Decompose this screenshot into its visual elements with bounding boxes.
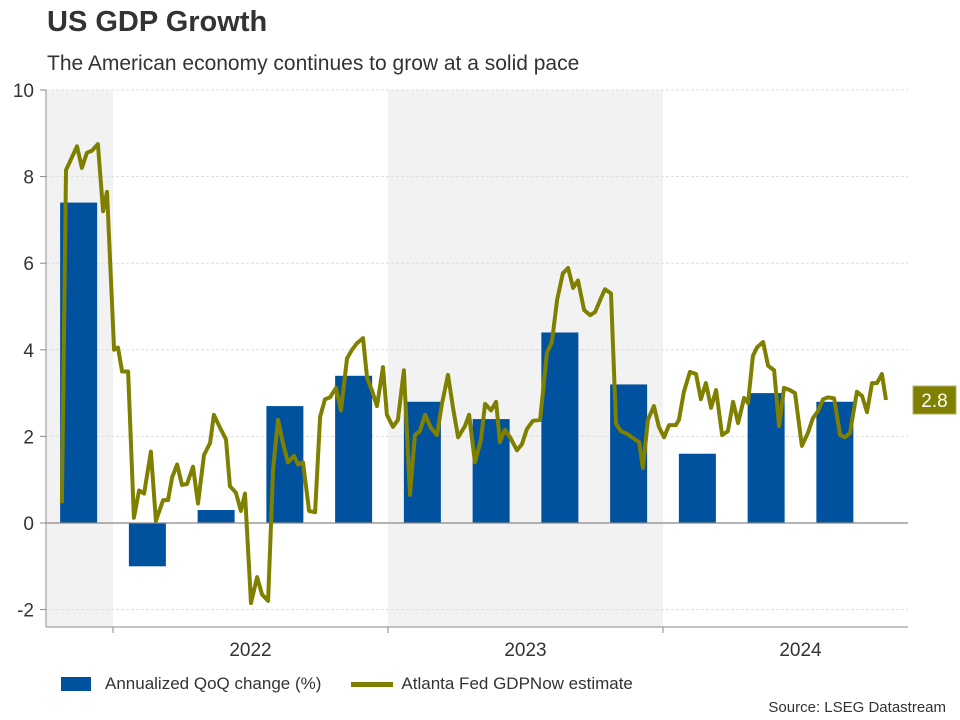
chart-subtitle: The American economy continues to grow a… bbox=[47, 52, 580, 75]
y-tick-label: 4 bbox=[23, 341, 34, 362]
bar bbox=[678, 453, 716, 523]
y-tick-label: 2 bbox=[23, 427, 34, 448]
source-note: Source: LSEG Datastream bbox=[768, 699, 946, 716]
line-series bbox=[59, 142, 888, 606]
legend-item-bars[interactable]: Annualized QoQ change (%) bbox=[61, 674, 321, 694]
end-value-badge bbox=[912, 385, 957, 415]
y-tick-label: 6 bbox=[23, 254, 34, 275]
legend: Annualized QoQ change (%) Atlanta Fed GD… bbox=[61, 673, 663, 695]
bar bbox=[197, 510, 235, 523]
shaded-period bbox=[388, 90, 663, 627]
end-label-group: 2.8 bbox=[912, 385, 957, 415]
y-tick-label: 8 bbox=[23, 168, 34, 189]
x-tick-label: 2023 bbox=[504, 640, 546, 661]
legend-item-line[interactable]: Atlanta Fed GDPNow estimate bbox=[351, 674, 633, 694]
legend-label-line: Atlanta Fed GDPNow estimate bbox=[401, 674, 633, 693]
chart-title: US GDP Growth bbox=[47, 6, 268, 38]
end-value-label: 2.8 bbox=[921, 391, 947, 412]
axes: -2 0 2 4 6 8 10 2022 2023 2024 bbox=[13, 81, 908, 661]
gdpnow-line bbox=[59, 142, 888, 606]
bar bbox=[816, 401, 854, 523]
y-tick-label: 0 bbox=[23, 514, 34, 535]
bar bbox=[128, 523, 166, 567]
legend-swatch-bar bbox=[61, 677, 91, 691]
legend-label-bars: Annualized QoQ change (%) bbox=[105, 674, 322, 693]
legend-swatch-line bbox=[351, 681, 394, 687]
shaded-periods bbox=[47, 90, 663, 627]
y-tick-label: -2 bbox=[17, 601, 34, 622]
x-tick-label: 2024 bbox=[779, 640, 822, 661]
y-tick-label: 10 bbox=[13, 81, 34, 102]
x-tick-label: 2022 bbox=[229, 640, 271, 661]
